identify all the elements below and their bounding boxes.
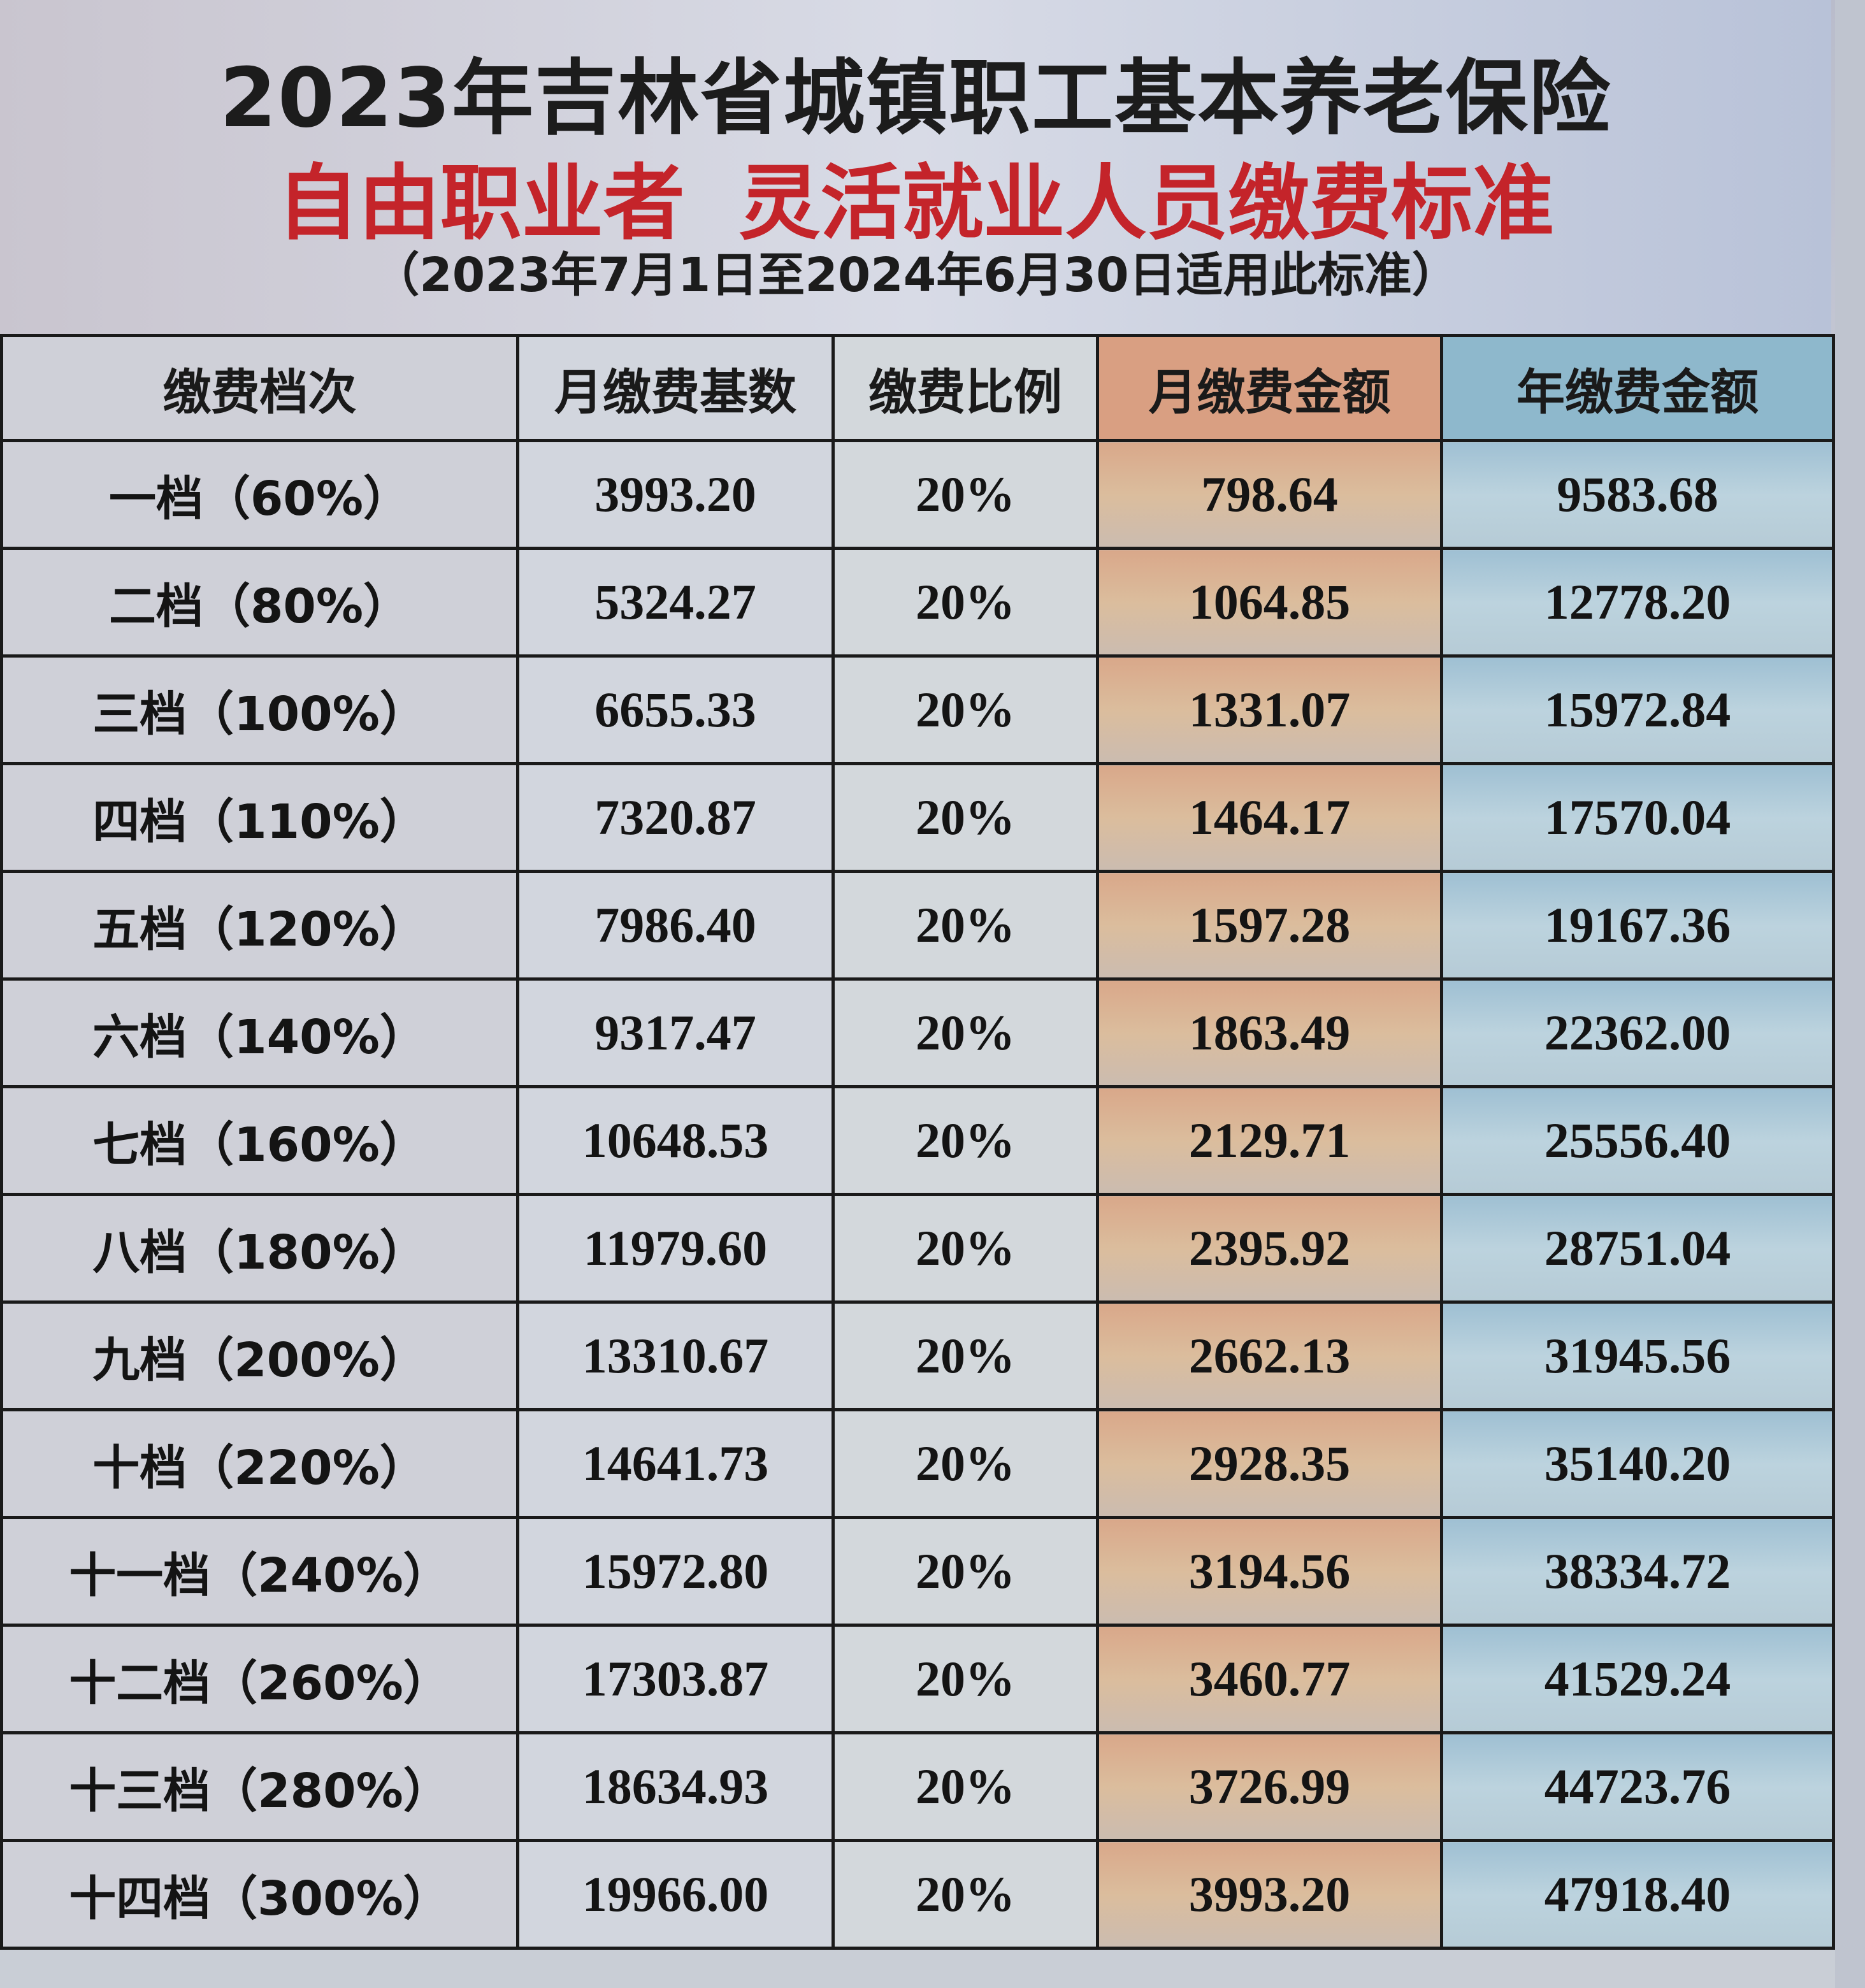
monthly-base-cell: 13310.67	[516, 1300, 835, 1411]
monthly-base-cell: 3993.20	[516, 439, 835, 550]
monthly-amount-cell: 3460.77	[1096, 1624, 1443, 1734]
column-header-monthly-amount: 月缴费金额	[1096, 334, 1443, 442]
table-row: 八档（180%） 11979.60 20% 2395.92 28751.04	[0, 1193, 1835, 1304]
rate-cell: 20%	[832, 1731, 1099, 1842]
monthly-base-cell: 5324.27	[516, 547, 835, 658]
monthly-amount-cell: 3993.20	[1096, 1839, 1443, 1950]
annual-amount-cell: 22362.00	[1440, 977, 1835, 1088]
validity-note: （2023年7月1日至2024年6月30日适用此标准）	[372, 248, 1459, 303]
rate-cell: 20%	[832, 1300, 1099, 1411]
column-header-rate: 缴费比例	[832, 334, 1099, 442]
tier-cell: 十二档（260%）	[0, 1624, 519, 1734]
table-row: 十三档（280%） 18634.93 20% 3726.99 44723.76	[0, 1731, 1835, 1842]
annual-amount-cell: 15972.84	[1440, 654, 1835, 765]
tier-cell: 三档（100%）	[0, 654, 519, 765]
rate-cell: 20%	[832, 870, 1099, 981]
table-row: 十一档（240%） 15972.80 20% 3194.56 38334.72	[0, 1516, 1835, 1627]
annual-amount-cell: 31945.56	[1440, 1300, 1835, 1411]
tier-cell: 六档（140%）	[0, 977, 519, 1088]
annual-amount-cell: 47918.40	[1440, 1839, 1835, 1950]
annual-amount-cell: 17570.04	[1440, 762, 1835, 873]
monthly-base-cell: 7320.87	[516, 762, 835, 873]
tier-cell: 二档（80%）	[0, 547, 519, 658]
monthly-base-cell: 9317.47	[516, 977, 835, 1088]
rate-cell: 20%	[832, 1624, 1099, 1734]
page-subtitle: 自由职业者 灵活就业人员缴费标准	[277, 156, 1555, 251]
tier-cell: 五档（120%）	[0, 870, 519, 981]
rate-cell: 20%	[832, 977, 1099, 1088]
tier-cell: 九档（200%）	[0, 1300, 519, 1411]
rate-cell: 20%	[832, 762, 1099, 873]
tier-cell: 一档（60%）	[0, 439, 519, 550]
table-row: 五档（120%） 7986.40 20% 1597.28 19167.36	[0, 870, 1835, 981]
tier-cell: 十档（220%）	[0, 1408, 519, 1519]
table-row: 二档（80%） 5324.27 20% 1064.85 12778.20	[0, 547, 1835, 658]
rate-cell: 20%	[832, 1085, 1099, 1196]
table-row: 十档（220%） 14641.73 20% 2928.35 35140.20	[0, 1408, 1835, 1519]
column-header-tier: 缴费档次	[0, 334, 519, 442]
table-row: 四档（110%） 7320.87 20% 1464.17 17570.04	[0, 762, 1835, 873]
annual-amount-cell: 38334.72	[1440, 1516, 1835, 1627]
monthly-base-cell: 10648.53	[516, 1085, 835, 1196]
tier-cell: 十一档（240%）	[0, 1516, 519, 1627]
rate-cell: 20%	[832, 1839, 1099, 1950]
rate-cell: 20%	[832, 1516, 1099, 1627]
monthly-amount-cell: 2928.35	[1096, 1408, 1443, 1519]
tier-cell: 四档（110%）	[0, 762, 519, 873]
table-row: 三档（100%） 6655.33 20% 1331.07 15972.84	[0, 654, 1835, 765]
rate-cell: 20%	[832, 547, 1099, 658]
rate-cell: 20%	[832, 654, 1099, 765]
rate-cell: 20%	[832, 1193, 1099, 1304]
column-header-annual-amount: 年缴费金额	[1440, 334, 1835, 442]
tier-cell: 七档（160%）	[0, 1085, 519, 1196]
monthly-base-cell: 15972.80	[516, 1516, 835, 1627]
monthly-amount-cell: 2129.71	[1096, 1085, 1443, 1196]
annual-amount-cell: 12778.20	[1440, 547, 1835, 658]
annual-amount-cell: 35140.20	[1440, 1408, 1835, 1519]
tier-cell: 十三档（280%）	[0, 1731, 519, 1842]
monthly-amount-cell: 2395.92	[1096, 1193, 1443, 1304]
tier-cell: 十四档（300%）	[0, 1839, 519, 1950]
column-header-monthly-base: 月缴费基数	[516, 334, 835, 442]
annual-amount-cell: 25556.40	[1440, 1085, 1835, 1196]
monthly-base-cell: 18634.93	[516, 1731, 835, 1842]
table-row: 一档（60%） 3993.20 20% 798.64 9583.68	[0, 439, 1835, 550]
page-title: 2023年吉林省城镇职工基本养老保险	[219, 51, 1612, 146]
table-header-row: 缴费档次 月缴费基数 缴费比例 月缴费金额 年缴费金额	[0, 334, 1835, 442]
screen-edge	[1835, 0, 1865, 1988]
annual-amount-cell: 9583.68	[1440, 439, 1835, 550]
monthly-base-cell: 19966.00	[516, 1839, 835, 1950]
monthly-amount-cell: 1863.49	[1096, 977, 1443, 1088]
table-row: 九档（200%） 13310.67 20% 2662.13 31945.56	[0, 1300, 1835, 1411]
monthly-base-cell: 14641.73	[516, 1408, 835, 1519]
table-row: 十四档（300%） 19966.00 20% 3993.20 47918.40	[0, 1839, 1835, 1950]
table-row: 六档（140%） 9317.47 20% 1863.49 22362.00	[0, 977, 1835, 1088]
title-block: 2023年吉林省城镇职工基本养老保险 自由职业者 灵活就业人员缴费标准 （202…	[0, 0, 1831, 334]
monthly-amount-cell: 1464.17	[1096, 762, 1443, 873]
tier-cell: 八档（180%）	[0, 1193, 519, 1304]
monthly-amount-cell: 1331.07	[1096, 654, 1443, 765]
rate-cell: 20%	[832, 439, 1099, 550]
table-row: 七档（160%） 10648.53 20% 2129.71 25556.40	[0, 1085, 1835, 1196]
monthly-base-cell: 11979.60	[516, 1193, 835, 1304]
annual-amount-cell: 28751.04	[1440, 1193, 1835, 1304]
table-row: 十二档（260%） 17303.87 20% 3460.77 41529.24	[0, 1624, 1835, 1734]
monthly-amount-cell: 3726.99	[1096, 1731, 1443, 1842]
monthly-amount-cell: 2662.13	[1096, 1300, 1443, 1411]
monthly-amount-cell: 1597.28	[1096, 870, 1443, 981]
contribution-table: 缴费档次 月缴费基数 缴费比例 月缴费金额 年缴费金额 一档（60%） 3993.…	[0, 334, 1835, 1950]
annual-amount-cell: 19167.36	[1440, 870, 1835, 981]
annual-amount-cell: 44723.76	[1440, 1731, 1835, 1842]
rate-cell: 20%	[832, 1408, 1099, 1519]
monthly-amount-cell: 1064.85	[1096, 547, 1443, 658]
monthly-base-cell: 7986.40	[516, 870, 835, 981]
monthly-base-cell: 6655.33	[516, 654, 835, 765]
annual-amount-cell: 41529.24	[1440, 1624, 1835, 1734]
monthly-amount-cell: 3194.56	[1096, 1516, 1443, 1627]
monthly-amount-cell: 798.64	[1096, 439, 1443, 550]
monthly-base-cell: 17303.87	[516, 1624, 835, 1734]
